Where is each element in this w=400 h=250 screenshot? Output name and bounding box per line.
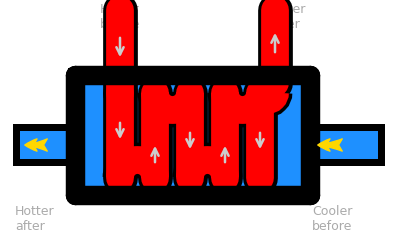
Text: Hotter
before: Hotter before (100, 3, 140, 31)
Bar (20, 131, 75, 159)
Bar (68, 68, 317, 202)
Bar (13, 124, 82, 166)
Text: Cooler
before: Cooler before (312, 205, 352, 233)
Text: Cooler
after: Cooler after (265, 3, 305, 31)
Bar (75, 75, 310, 195)
Bar (303, 124, 385, 166)
Bar (310, 131, 378, 159)
Text: Hotter
after: Hotter after (15, 205, 55, 233)
